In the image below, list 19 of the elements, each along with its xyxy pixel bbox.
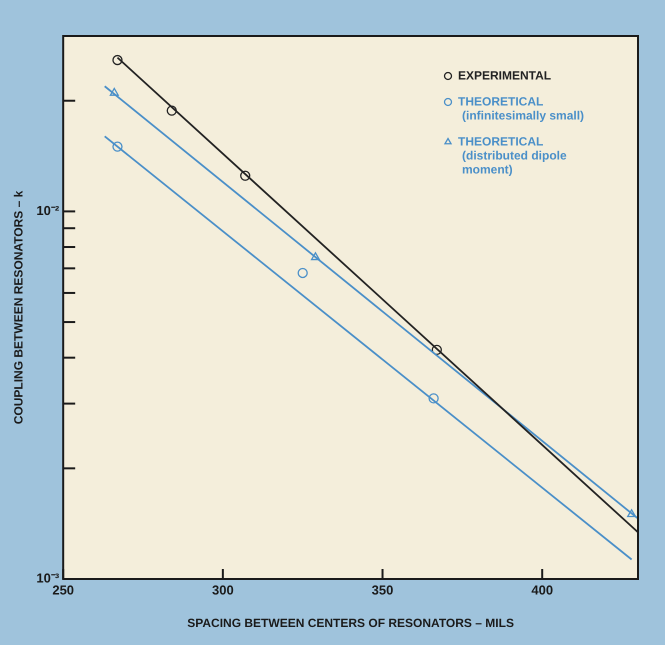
x-tick-label: 300 bbox=[212, 582, 234, 598]
y-tick-label: 10⁻² bbox=[36, 202, 60, 218]
x-tick-label: 350 bbox=[372, 582, 394, 598]
point bbox=[627, 509, 636, 518]
point bbox=[432, 344, 442, 356]
point bbox=[428, 393, 439, 404]
legend-label: THEORETICAL (infinitesimally small) bbox=[458, 94, 584, 122]
point bbox=[112, 142, 123, 152]
point bbox=[110, 88, 119, 96]
point bbox=[310, 252, 320, 260]
point bbox=[166, 105, 177, 116]
y-axis-title: COUPLING BETWEEN RESONATORS – k bbox=[12, 190, 26, 424]
x-tick-label: 400 bbox=[531, 582, 554, 598]
point bbox=[298, 268, 308, 278]
x-axis-title: SPACING BETWEEN CENTERS OF RESONATORS – MILS bbox=[187, 616, 514, 630]
legend-label: THEORETICAL (distributed dipole moment) bbox=[458, 134, 567, 176]
point bbox=[112, 54, 123, 66]
point bbox=[240, 170, 250, 181]
legend-label: EXPERIMENTAL bbox=[458, 68, 552, 82]
